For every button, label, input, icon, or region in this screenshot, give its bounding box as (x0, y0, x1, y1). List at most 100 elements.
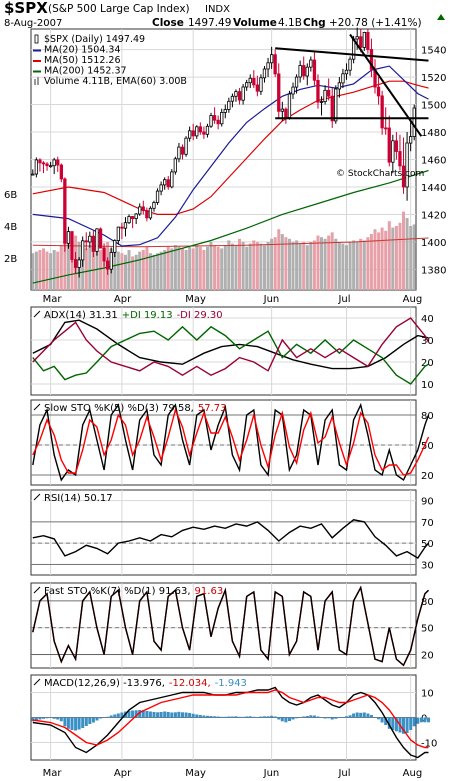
volume-bar (323, 238, 327, 290)
macd-histogram-bar (56, 717, 60, 720)
volume-bar (166, 246, 170, 290)
legend-entry: Volume 4.11B, EMA(60) 3.00B (44, 76, 187, 87)
candle-body (159, 184, 163, 192)
volume-bar (138, 251, 142, 290)
macd-histogram-bar (305, 716, 309, 718)
legend-swatch (37, 77, 39, 85)
candle-body (387, 127, 391, 163)
candle-body (216, 119, 220, 125)
candle-body (84, 240, 88, 243)
month-label: Apr (114, 294, 132, 305)
indicator-label-value: 91.63 (195, 586, 224, 597)
candle-body (280, 108, 285, 112)
candle-body (359, 36, 363, 48)
legend-swatch (33, 70, 41, 73)
macd-histogram-bar (163, 711, 167, 718)
legend-swatch (33, 60, 41, 62)
month-label: Mar (43, 294, 63, 305)
month-label: Aug (403, 768, 423, 779)
candle-body (337, 82, 342, 90)
candle-body (70, 231, 74, 260)
volume-bar (120, 253, 124, 290)
volume-bar (95, 245, 99, 290)
volume-bar (359, 238, 363, 290)
month-label: Jul (337, 294, 350, 305)
macd-histogram-bar (402, 717, 405, 734)
macd-histogram-bar (248, 716, 252, 718)
macd-histogram-bar (380, 717, 384, 723)
indicator-tick-label: -10 (421, 739, 437, 750)
volume-bar (263, 245, 266, 290)
macd-histogram-bar (320, 717, 323, 718)
legend-swatch (34, 34, 39, 44)
macd-histogram-bar (352, 713, 356, 718)
candle-body (230, 95, 235, 102)
indicator-tick-label: 30 (421, 560, 434, 571)
close-value: 1497.49 (188, 17, 231, 29)
candle-body (259, 77, 263, 92)
legend-swatch (34, 79, 36, 85)
macd-histogram-bar (88, 717, 92, 724)
indicator-label-value: 57.73 (198, 403, 227, 414)
macd-histogram-bar (394, 717, 398, 732)
ma200-line (32, 169, 429, 284)
candle-body (294, 76, 299, 88)
candle-body (56, 159, 60, 166)
volume-bar (163, 250, 167, 290)
volume-bar (391, 227, 395, 290)
indicator-tick-label: 90 (421, 497, 434, 508)
macd-histogram-bar (280, 717, 284, 722)
indicator-label-main: MACD(12,26,9) -13.976, (44, 678, 165, 689)
candle-body (355, 36, 359, 40)
volume-bar (141, 250, 145, 290)
macd-histogram-bar (238, 716, 241, 718)
volume-tick-label: 4B (4, 222, 17, 233)
legend-entry: $SPX (Daily) 1497.49 (44, 34, 145, 45)
volume-bar (369, 234, 373, 290)
candle-body (302, 65, 306, 77)
macd-histogram-bar (74, 717, 78, 731)
macd-histogram-bar (355, 712, 359, 718)
volume-bar (230, 243, 234, 290)
indicator-line (32, 686, 429, 759)
macd-histogram-bar (270, 715, 274, 718)
macd-histogram-bar (327, 717, 331, 719)
candle-body (106, 260, 110, 270)
candle-body (41, 162, 46, 165)
indicator-label: ADX(14) 31.31 +DI 19.13 -DI 29.30 (44, 310, 223, 321)
month-label: Apr (114, 768, 132, 779)
macd-histogram-bar (209, 716, 213, 718)
macd-histogram-bar (295, 717, 299, 719)
indicator-icon (33, 403, 41, 411)
macd-histogram-bar (220, 716, 224, 718)
volume-bar (99, 250, 102, 290)
candle-body (155, 190, 160, 203)
candle-body (73, 259, 78, 268)
legend-entry: MA(50) 1512.26 (44, 55, 121, 66)
macd-histogram-bar (59, 717, 63, 722)
indicator-label-value: -1.943 (215, 678, 247, 689)
macd-histogram-bar (427, 717, 430, 723)
month-label: Jun (263, 768, 280, 779)
indicator-tick-label: 20 (421, 651, 434, 662)
indicator-label-main: ADX(14) 31.31 (44, 310, 118, 321)
watermark: © StockCharts.com (336, 169, 424, 179)
volume-bar (241, 242, 245, 290)
legend-swatch (33, 49, 41, 52)
candle-body (166, 179, 170, 188)
volume-bar (81, 243, 85, 290)
candle-body (212, 115, 217, 121)
macd-histogram-bar (266, 716, 270, 718)
macd-histogram-bar (284, 717, 288, 723)
candle-body (95, 228, 99, 252)
volume-bar (320, 237, 323, 290)
candle-body (366, 32, 370, 50)
volume-bar (366, 237, 370, 290)
volume-bar (295, 240, 299, 290)
macd-histogram-bar (113, 714, 117, 718)
macd-histogram-bar (316, 716, 320, 718)
candle-body (376, 86, 381, 97)
volume-bar (255, 242, 259, 290)
volume-bar (234, 245, 238, 290)
macd-histogram-bar (206, 715, 209, 718)
